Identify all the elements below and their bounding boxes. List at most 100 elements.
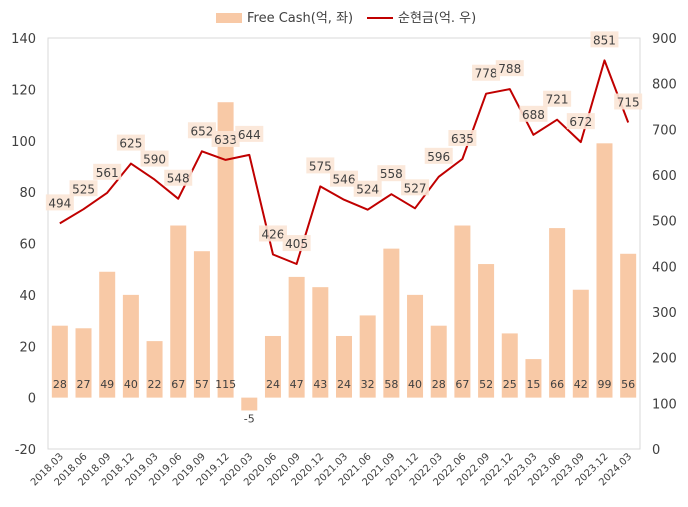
bar (170, 225, 187, 398)
line-data-label: 652 (190, 124, 213, 138)
bar-data-label: 49 (100, 378, 114, 391)
line-label-box (211, 130, 240, 147)
line-label-box (306, 157, 335, 174)
line-data-label: 405 (285, 237, 308, 251)
line-label-box (235, 125, 264, 142)
legend: Free Cash(억, 좌) 순현금(억. 우) (216, 11, 476, 26)
bar (241, 397, 258, 411)
bar-data-label: 40 (124, 378, 138, 391)
line-label-box (69, 180, 98, 197)
line-data-label: 688 (522, 108, 545, 122)
bar-data-labels: 28 27 49 40 22 67 57 115 -5 24 47 43 24 32 58 40 28 67 52 2… (53, 378, 635, 425)
bar (359, 315, 376, 398)
bar-data-label: 99 (597, 378, 611, 391)
line-path (59, 59, 630, 265)
left-tick-label: 40 (19, 289, 36, 304)
bar (478, 264, 495, 398)
line-label-box (93, 163, 122, 180)
line-label-box (543, 90, 572, 107)
bar-data-label: -5 (244, 412, 255, 425)
line-data-label: 590 (143, 153, 166, 167)
line-label-box (282, 235, 311, 252)
line-label-box (164, 169, 193, 186)
line-series (59, 59, 630, 265)
bar-data-label: 47 (290, 378, 304, 391)
right-tick-label: 800 (652, 78, 677, 93)
line-data-label: 525 (72, 182, 95, 196)
line-label-box (258, 225, 287, 242)
bar-data-label: 58 (384, 378, 398, 391)
bar-data-label: 57 (195, 378, 209, 391)
legend-bar-label: Free Cash(억, 좌) (247, 11, 353, 26)
bar-data-label: 25 (503, 378, 517, 391)
right-tick-label: 400 (652, 260, 677, 275)
line-data-label: 596 (427, 150, 450, 164)
line-data-label: 672 (569, 115, 592, 129)
line-label-box (116, 134, 145, 151)
left-tick-label: 0 (28, 392, 36, 407)
left-tick-label: 80 (19, 186, 36, 201)
bar-data-label: 42 (574, 378, 588, 391)
line-label-box (614, 93, 643, 110)
bar (383, 248, 400, 398)
line-label-box (495, 60, 524, 77)
left-tick-label: -20 (15, 443, 36, 458)
line-data-label: 851 (593, 33, 616, 47)
line-data-label: 778 (475, 67, 498, 81)
bar (501, 333, 518, 398)
right-tick-label: 0 (652, 443, 660, 458)
bar-data-label: 24 (266, 378, 280, 391)
bar (549, 228, 566, 398)
bar-data-label: 56 (621, 378, 635, 391)
left-tick-label: 140 (11, 32, 36, 47)
left-tick-label: 60 (19, 238, 36, 253)
line-data-label: 635 (451, 132, 474, 146)
line-label-box (45, 194, 74, 211)
line-label-box (519, 105, 548, 122)
bar-data-label: 40 (408, 378, 422, 391)
line-label-box (353, 180, 382, 197)
bar (596, 143, 613, 398)
bar (312, 287, 329, 398)
line-data-label: 426 (262, 227, 285, 241)
line-data-label: 788 (498, 62, 521, 76)
bar-data-label: 67 (455, 378, 469, 391)
line-label-box (566, 113, 595, 130)
bar-data-label: 15 (526, 378, 540, 391)
bar (75, 328, 92, 398)
line-label-box (187, 122, 216, 139)
right-tick-label: 100 (652, 397, 677, 412)
plot-frame (47, 37, 641, 450)
line-label-box (472, 64, 501, 81)
right-tick-label: 500 (652, 215, 677, 230)
bar-data-label: 115 (215, 378, 236, 391)
right-tick-label: 700 (652, 123, 677, 138)
bar-data-label: 43 (313, 378, 327, 391)
bar (193, 251, 210, 398)
line-label-box (590, 31, 619, 48)
line-data-label: 561 (96, 166, 119, 180)
line-data-label: 527 (404, 181, 427, 195)
bar-data-label: 22 (148, 378, 162, 391)
line-data-label: 546 (333, 173, 356, 187)
line-label-box (424, 147, 453, 164)
right-axis: 0 100 200 300 400 500 600 700 800 900 (652, 32, 677, 458)
line-data-label: 721 (546, 93, 569, 107)
bar (336, 335, 352, 398)
legend-bar-swatch (216, 13, 242, 23)
left-tick-label: 120 (11, 83, 36, 98)
bar (264, 335, 281, 398)
bar (620, 253, 637, 398)
bar-data-label: 67 (171, 378, 185, 391)
line-data-label: 494 (48, 196, 71, 210)
line-data-label: 715 (617, 95, 640, 109)
line-label-box (140, 150, 169, 167)
line-data-label: 625 (119, 137, 142, 151)
bar (122, 294, 139, 398)
bar (146, 341, 163, 398)
bar (217, 102, 234, 398)
bar (525, 359, 542, 398)
line-label-box (401, 179, 430, 196)
bar-data-label: 28 (432, 378, 446, 391)
